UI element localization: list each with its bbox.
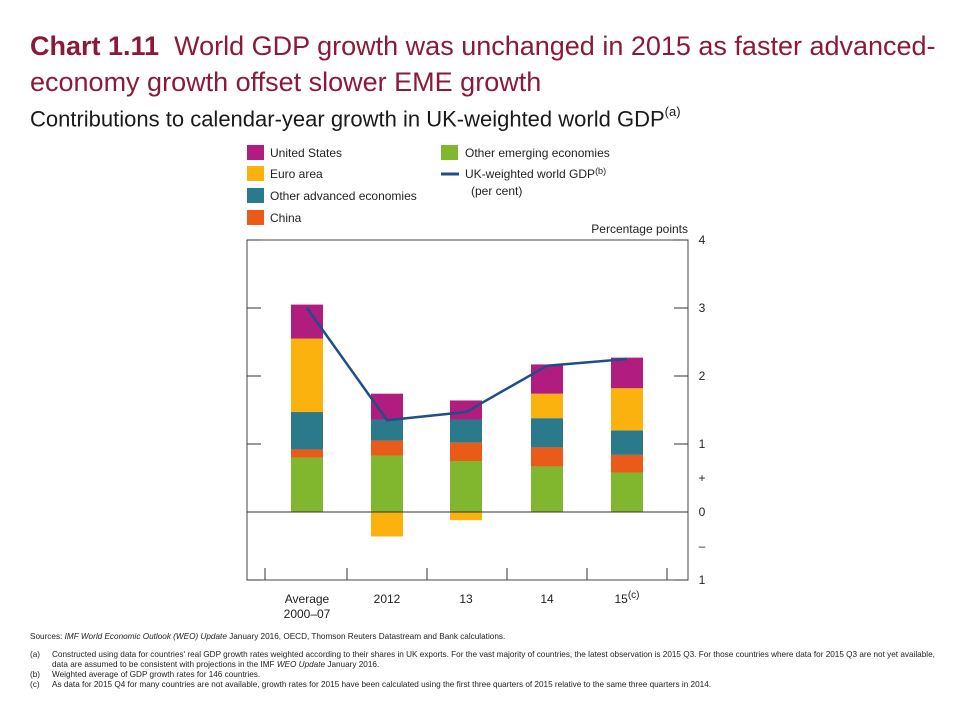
y-tick-label: 1	[699, 437, 706, 451]
footnote-c-text: As data for 2015 Q4 for many countries a…	[52, 680, 712, 689]
footnote-a-text-2: January 2016.	[327, 660, 380, 669]
bar-euro_area	[531, 393, 563, 419]
bar-other_emerging	[371, 455, 403, 512]
legend-label-gdp-unit: (per cent)	[471, 184, 522, 198]
sources-italic: IMF World Economic Outlook (WEO) Update	[64, 632, 227, 641]
y-tick-label: 3	[699, 301, 706, 315]
bar-other_emerging	[450, 461, 482, 512]
bar-euro_area	[450, 512, 482, 521]
bar-china	[531, 447, 563, 467]
bar-other_emerging	[611, 472, 643, 512]
chart-number: Chart 1.11	[30, 31, 160, 61]
bar-other_advanced	[291, 412, 323, 450]
bar-china	[611, 454, 643, 473]
x-tick-label-text: 15	[614, 592, 628, 606]
footnote-a-body: Constructed using data for countries' re…	[52, 650, 940, 670]
bar-china	[291, 449, 323, 458]
legend-swatch-other-emerging	[441, 145, 458, 160]
y-tick-label: 1	[699, 573, 706, 587]
bar-other_advanced	[371, 419, 403, 441]
legend-swatch-other-advanced	[247, 188, 264, 203]
gdp-line	[305, 307, 628, 422]
legend-label-china: China	[270, 211, 302, 225]
bar-euro_area	[371, 512, 403, 537]
bars	[291, 304, 643, 537]
footnote-a: (a) Constructed using data for countries…	[30, 650, 940, 670]
footnote-b: (b) Weighted average of GDP growth rates…	[30, 670, 940, 680]
legend-label-gdp-text: UK-weighted world GDP	[465, 167, 595, 181]
x-tick-label-text: 14	[540, 592, 554, 606]
bar-other_advanced	[450, 419, 482, 443]
bar-other_advanced	[531, 418, 563, 448]
footnote-a-label: (a)	[30, 650, 41, 659]
chart-title: Chart 1.11 World GDP growth was unchange…	[30, 28, 950, 100]
footnote-c-label: (c)	[30, 680, 40, 689]
chart-subtitle: Contributions to calendar-year growth in…	[30, 100, 681, 133]
chart-title-text: World GDP growth was unchanged in 2015 a…	[30, 31, 936, 97]
x-tick-label-text: Average	[285, 592, 330, 606]
legend-swatch-china	[247, 210, 264, 225]
x-tick-label-note: (c)	[628, 590, 640, 601]
chart-notes: Sources: IMF World Economic Outlook (WEO…	[30, 632, 940, 690]
y-ticks: 4 3 2 1 +0 – 1	[698, 233, 705, 587]
bar-china	[371, 440, 403, 456]
sources-text: January 2016, OECD, Thomson Reuters Data…	[229, 632, 506, 641]
legend-label-other-emerging: Other emerging economies	[465, 146, 610, 160]
y-tick-label: +	[698, 471, 705, 485]
bar-other_emerging	[291, 457, 323, 512]
sources-note: Sources: IMF World Economic Outlook (WEO…	[30, 632, 940, 642]
x-tick-label: 15(c)	[614, 590, 639, 606]
y-tick-label: 4	[699, 233, 706, 247]
chart-subtitle-text: Contributions to calendar-year growth in…	[30, 106, 665, 132]
y-tick-label: –	[699, 539, 706, 553]
legend-label-euro-area: Euro area	[270, 167, 323, 181]
legend-swatch-united-states	[247, 145, 264, 160]
subtitle-footnote-marker: (a)	[664, 104, 681, 119]
bar-united_states	[611, 357, 643, 389]
bar-united_states	[531, 364, 563, 394]
legend-label-united-states: United States	[270, 146, 342, 160]
legend-label-other-advanced: Other advanced economies	[270, 189, 417, 203]
legend-label-gdp-note: (b)	[595, 166, 606, 176]
legend-label-gdp: UK-weighted world GDP(b)	[465, 166, 606, 181]
bar-other_emerging	[531, 466, 563, 512]
y-axis-title: Percentage points	[591, 222, 688, 236]
footnote-a-italic: WEO Update	[276, 660, 326, 669]
bar-euro_area	[611, 388, 643, 431]
legend-swatch-euro-area	[247, 166, 264, 181]
y-tick-label: 0	[699, 505, 706, 519]
x-tick-label: 14	[540, 592, 554, 606]
plot-frame	[246, 239, 689, 581]
footnote-b-text: Weighted average of GDP growth rates for…	[52, 670, 261, 679]
legend: United States Euro area Other advanced e…	[247, 145, 610, 225]
footnote-b-label: (b)	[30, 670, 41, 679]
bar-euro_area	[291, 338, 323, 413]
bar-china	[450, 442, 482, 461]
footnote-c: (c) As data for 2015 Q4 for many countri…	[30, 680, 940, 690]
x-tick-label: Average	[285, 592, 330, 606]
x-tick-label-text: 13	[459, 592, 473, 606]
sources-label: Sources:	[30, 632, 63, 641]
x-tick-label: 13	[459, 592, 473, 606]
footnote-a-text-1: Constructed using data for countries' re…	[52, 650, 935, 669]
x-tick-label: 2012	[374, 592, 401, 606]
bar-united_states	[450, 400, 482, 420]
bar-other_advanced	[611, 430, 643, 455]
x-tick-label-line2: 2000–07	[284, 607, 331, 621]
x-tick-label-text: 2012	[374, 592, 401, 606]
y-tick-label: 2	[699, 369, 706, 383]
